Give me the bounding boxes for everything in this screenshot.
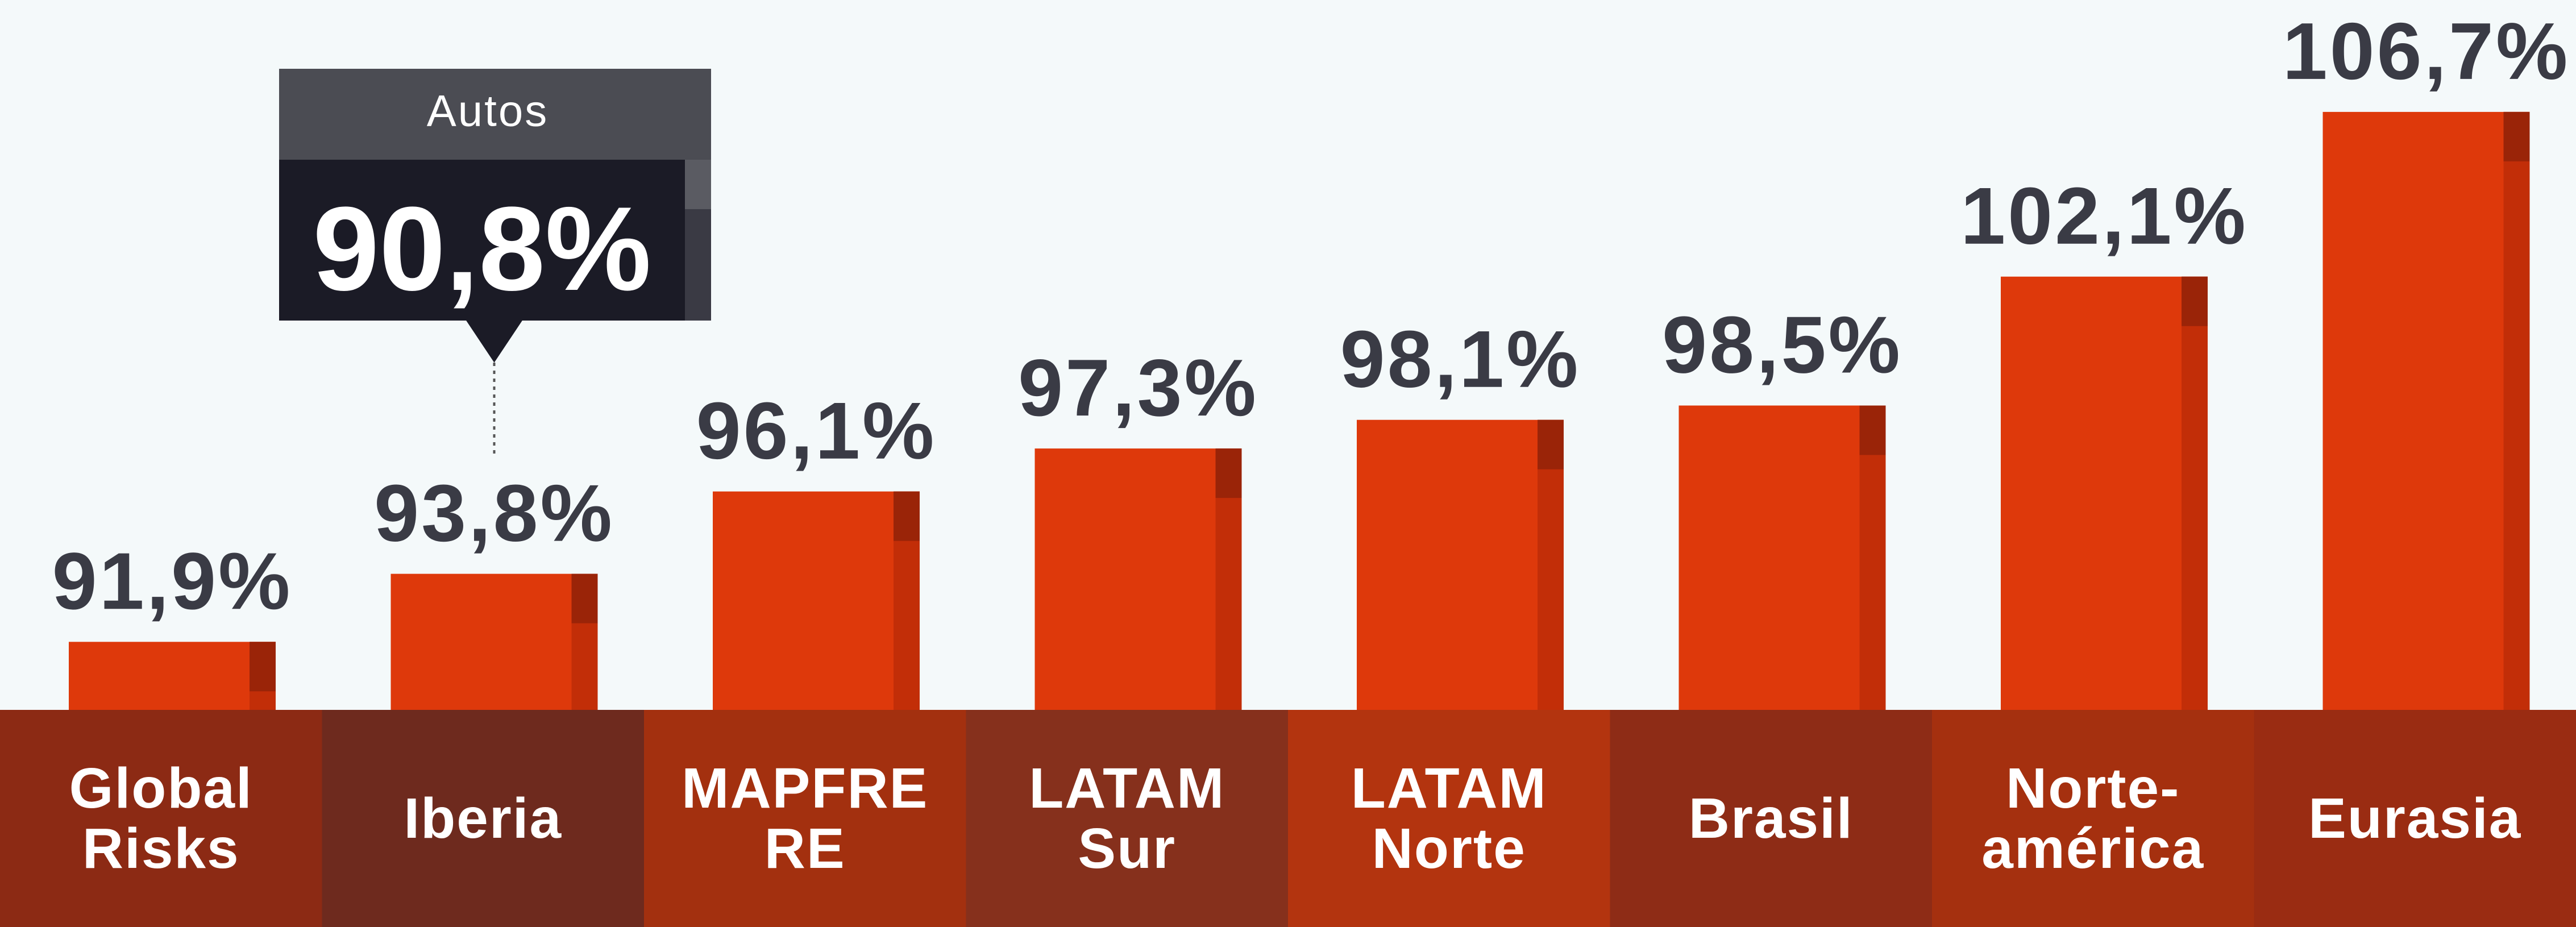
x-tick-label: LATAM Sur: [994, 758, 1261, 879]
bar-edge-top: [2504, 112, 2530, 161]
bar-edge-top: [572, 574, 598, 623]
x-tick-label: Norte-américa: [1959, 758, 2226, 879]
bar-group: [391, 574, 598, 710]
bar-edge-top: [894, 492, 920, 541]
value-label: 106,7%: [2283, 6, 2570, 97]
bar-edge: [2504, 112, 2530, 710]
callout-value: 90,8%: [313, 182, 651, 315]
bar-group: [1035, 448, 1242, 710]
category-label-box: Norte-américa: [1932, 710, 2254, 927]
category-label-box: Global Risks: [0, 710, 322, 927]
bar-edge-top: [250, 642, 276, 691]
bar-group: [2323, 112, 2530, 710]
bar-group: [1679, 406, 1886, 710]
value-label: 102,1%: [1960, 171, 2248, 261]
callout-pointer: [466, 320, 523, 363]
callout-title: Autos: [427, 86, 549, 136]
bar-edge-top: [1860, 406, 1886, 455]
bar-edge-top: [1216, 448, 1242, 498]
category-label-box: LATAM Norte: [1288, 710, 1610, 927]
bar: [2323, 112, 2530, 710]
bar: [713, 492, 920, 710]
category-label-box: LATAM Sur: [966, 710, 1289, 927]
value-label: 96,1%: [696, 386, 937, 476]
bar: [1035, 448, 1242, 710]
bar: [391, 574, 598, 710]
bar-group: [2001, 277, 2208, 710]
infographic: 91,9% 93,8% 96,1% 97,3% 98,1% 98,5% 102,1% 106,…: [0, 0, 2576, 927]
value-label: 98,5%: [1662, 300, 1902, 390]
bar-group: [713, 492, 920, 710]
value-label: 91,9%: [52, 536, 293, 626]
x-tick-label: Iberia: [350, 788, 617, 849]
bar-group: [69, 642, 276, 710]
category-label-box: Iberia: [322, 710, 645, 927]
bar: [2001, 277, 2208, 710]
bar-group: [1357, 420, 1564, 710]
value-label: 98,1%: [1340, 314, 1581, 405]
category-label-box: MAPFRE RE: [644, 710, 966, 927]
x-tick-label: Brasil: [1638, 788, 1905, 849]
value-label: 93,8%: [374, 468, 614, 559]
bar: [1679, 406, 1886, 710]
bar-edge-top: [1538, 420, 1564, 469]
bar-edge-top: [2182, 277, 2208, 326]
category-label-box: Eurasia: [2254, 710, 2576, 927]
category-label-box: Brasil: [1610, 710, 1933, 927]
callout-edge-top: [685, 160, 711, 209]
x-tick-label: LATAM Norte: [1315, 758, 1582, 879]
x-tick-label: Eurasia: [2282, 788, 2549, 849]
x-tick-label: Global Risks: [27, 758, 294, 879]
bar: [69, 642, 276, 710]
value-label: 97,3%: [1018, 343, 1258, 433]
bar-edge: [2182, 277, 2208, 710]
bar: [1357, 420, 1564, 710]
x-tick-label: MAPFRE RE: [671, 758, 938, 879]
